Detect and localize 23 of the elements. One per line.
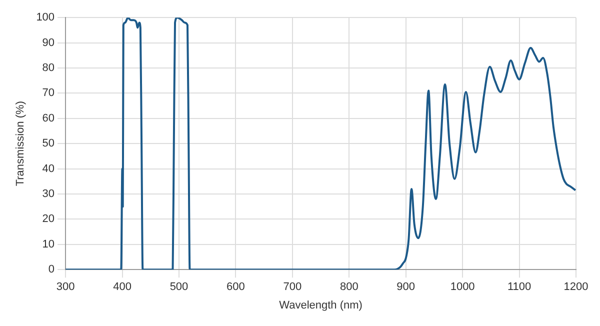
y-tick-label: 90	[42, 36, 55, 49]
x-tick-label: 300	[56, 281, 75, 294]
y-tick-label: 60	[42, 112, 55, 124]
y-tick-label: 20	[42, 213, 55, 226]
x-tick-label: 800	[340, 281, 358, 294]
y-tick-label: 30	[42, 188, 55, 200]
x-tick-label: 1200	[564, 281, 588, 294]
y-tick-label: 40	[42, 162, 55, 175]
x-tick-label: 1100	[507, 281, 532, 294]
x-tick-label: 400	[113, 281, 132, 294]
y-tick-label: 70	[42, 87, 55, 100]
x-tick-label: 500	[170, 281, 188, 294]
y-tick-label: 100	[36, 12, 55, 24]
y-axis-title: Transmission (%)	[14, 101, 27, 186]
y-tick-label: 50	[42, 138, 55, 150]
x-tick-label: 1000	[450, 281, 475, 294]
x-tick-label: 700	[283, 281, 302, 294]
y-tick-label: 10	[42, 238, 55, 250]
y-tick-label: 80	[42, 62, 55, 74]
x-tick-label: 900	[396, 281, 416, 294]
y-tick-label: 0	[48, 264, 55, 276]
x-tick-label: 600	[226, 281, 245, 294]
x-axis-title: Wavelength (nm)	[279, 299, 362, 312]
